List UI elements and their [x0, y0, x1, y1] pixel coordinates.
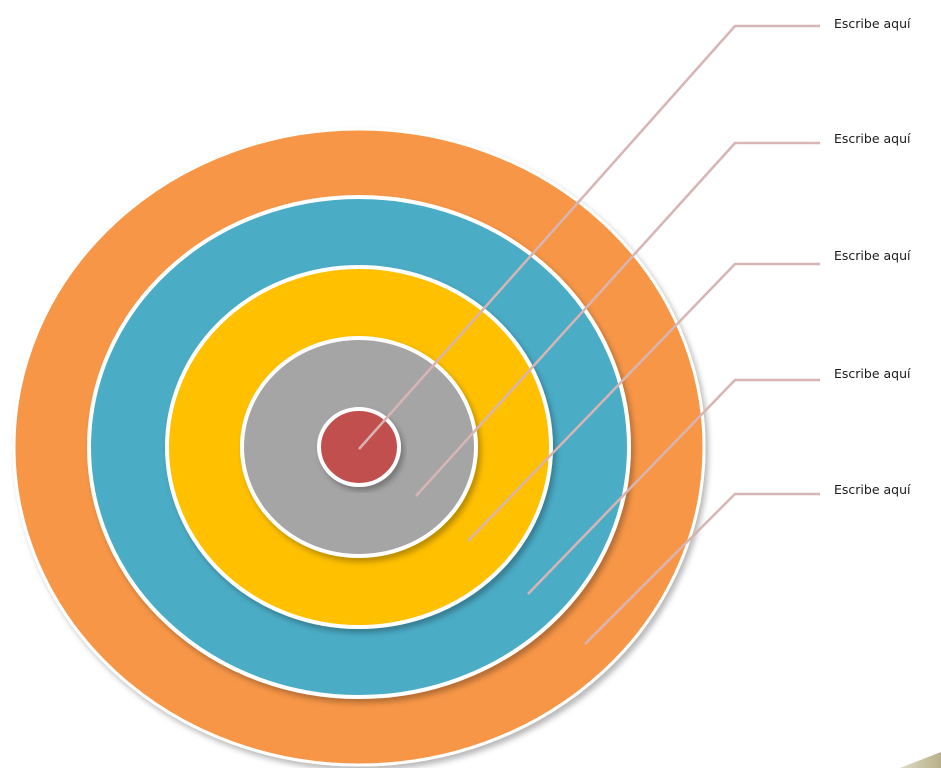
callout-label-4: Escribe aquí [834, 366, 911, 381]
callout-label-3: Escribe aquí [834, 248, 911, 263]
corner-accent-shape [900, 752, 941, 768]
leader-line-1 [358, 24, 820, 450]
callout-label-2: Escribe aquí [834, 131, 911, 146]
callout-label-1: Escribe aquí [834, 16, 911, 31]
leader-line-4 [527, 378, 820, 595]
leader-line-5 [584, 492, 820, 645]
callout-label-5: Escribe aquí [834, 482, 911, 497]
leader-line-3 [467, 262, 820, 542]
leader-line-2 [415, 141, 820, 497]
center-bullseye [317, 407, 401, 487]
